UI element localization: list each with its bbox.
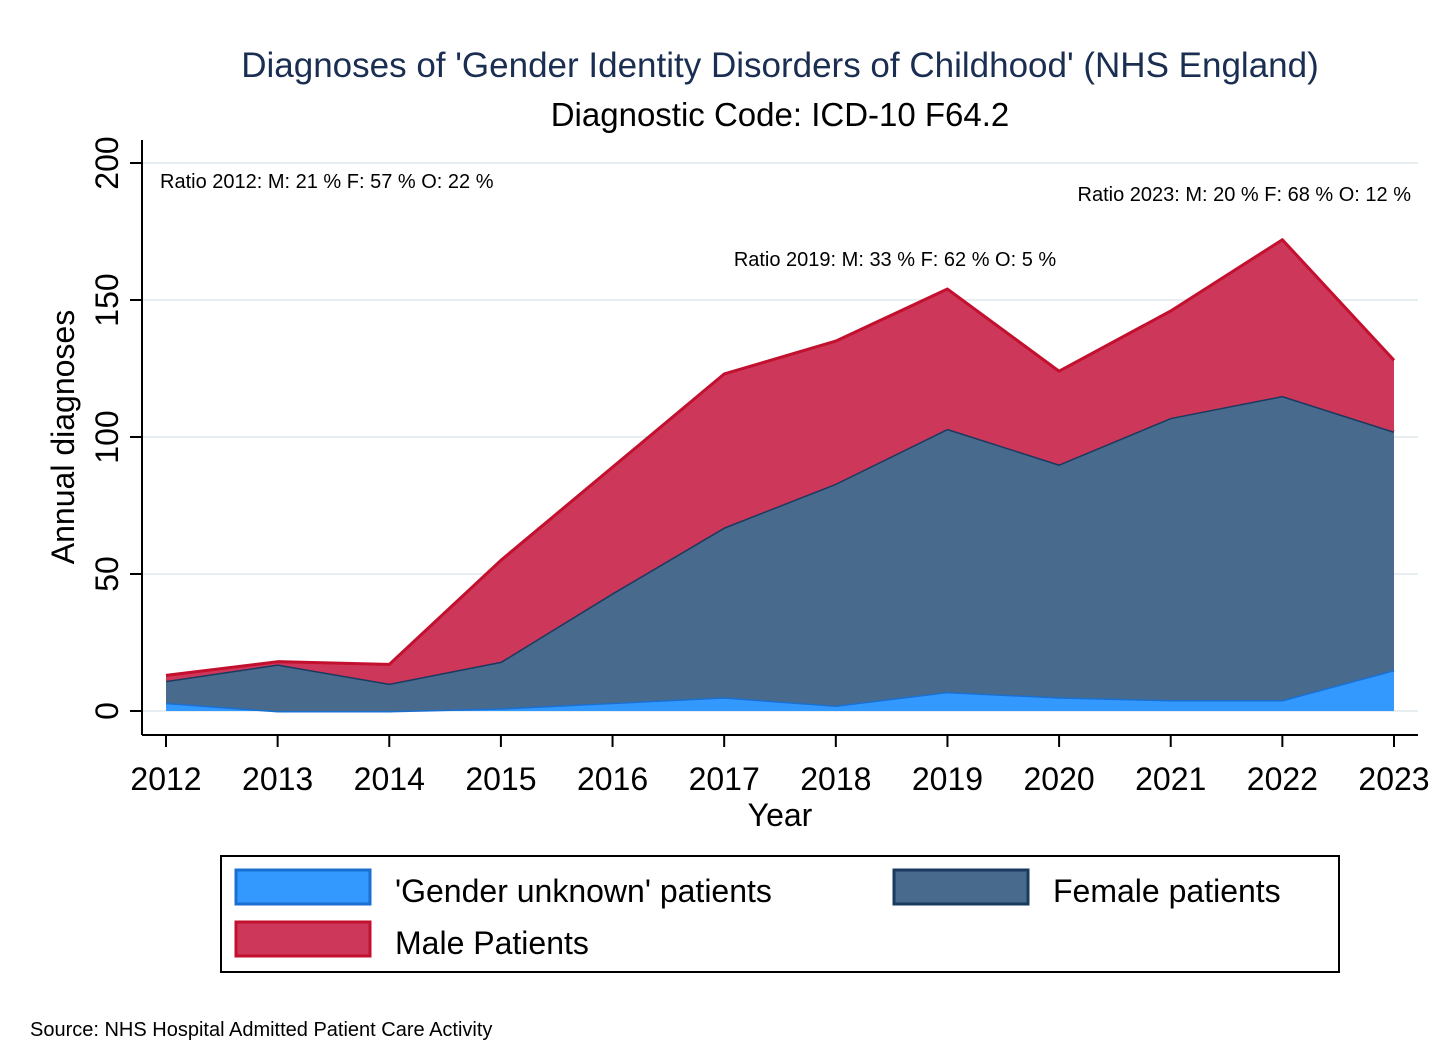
y-tick-label: 200	[89, 136, 125, 189]
legend-label: Male Patients	[395, 925, 589, 961]
legend-label: Female patients	[1053, 873, 1281, 909]
annotations: Ratio 2012: M: 21 % F: 57 % O: 22 % Ratio…	[160, 171, 1411, 271]
axes: 0 50 100 150 200 2012 2013 2014 2015 2016 2017 2018…	[89, 136, 1430, 797]
legend-box	[220, 855, 1340, 973]
x-tick-label: 2023	[1358, 761, 1429, 797]
x-tick-label: 2016	[577, 761, 648, 797]
y-tick-label: 100	[89, 410, 125, 463]
x-tick-label: 2012	[130, 761, 201, 797]
x-tick-label: 2017	[689, 761, 760, 797]
plot-areas	[165, 238, 1396, 713]
legend-swatch-male-patients	[234, 920, 372, 958]
legend-swatch-gender-unknown-patients	[234, 868, 372, 906]
legend-label: 'Gender unknown' patients	[395, 873, 772, 909]
x-tick-label: 2020	[1023, 761, 1094, 797]
legend-swatch-female-patients	[892, 868, 1030, 906]
area-male-patients	[166, 239, 1394, 684]
x-tick-label: 2019	[912, 761, 983, 797]
y-tick-label: 50	[89, 556, 125, 592]
y-tick-label: 0	[89, 702, 125, 720]
x-tick-label: 2014	[354, 761, 425, 797]
x-tick-label: 2015	[465, 761, 536, 797]
legend: 'Gender unknown' patients Female patients…	[220, 855, 1340, 973]
x-tick-label: 2013	[242, 761, 313, 797]
line-male-patients	[165, 238, 1396, 677]
y-axis-title: Annual diagnoses	[45, 310, 81, 564]
x-axis-title: Year	[748, 797, 813, 833]
ratio-annotation: Ratio 2012: M: 21 % F: 57 % O: 22 %	[160, 171, 494, 193]
area-female-patients	[166, 395, 1394, 711]
y-tick-label: 150	[89, 273, 125, 326]
x-tick-label: 2018	[800, 761, 871, 797]
ratio-annotation: Ratio 2023: M: 20 % F: 68 % O: 12 %	[1078, 184, 1412, 206]
x-tick-label: 2022	[1247, 761, 1318, 797]
source-note: Source: NHS Hospital Admitted Patient Ca…	[30, 1019, 492, 1041]
chart-subtitle: Diagnostic Code: ICD-10 F64.2	[551, 96, 1010, 133]
chart-title: Diagnoses of 'Gender Identity Disorders …	[241, 46, 1319, 85]
x-tick-label: 2021	[1135, 761, 1206, 797]
area-gender-unknown-patients	[166, 669, 1394, 711]
ratio-annotation: Ratio 2019: M: 33 % F: 62 % O: 5 %	[734, 249, 1057, 271]
